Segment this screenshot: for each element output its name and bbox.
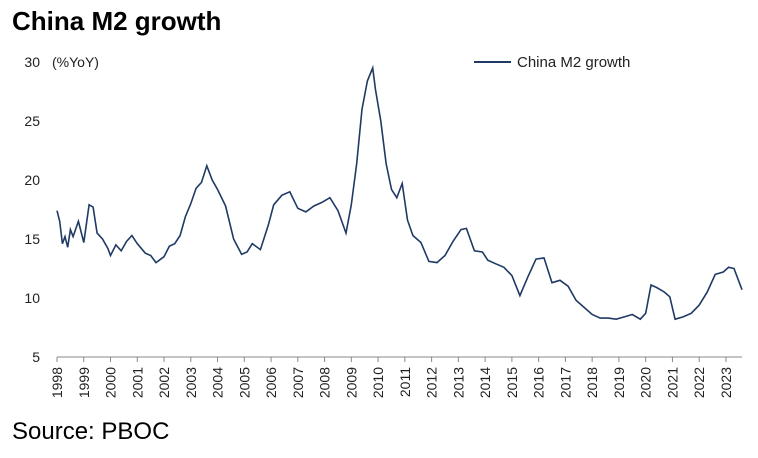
x-tick-label: 2014: [477, 367, 493, 398]
legend-label: China M2 growth: [517, 54, 630, 71]
legend: China M2 growth: [474, 54, 630, 71]
x-tick-label: 2000: [103, 367, 119, 398]
x-tick-label: 2015: [504, 367, 520, 398]
x-tick-label: 2011: [397, 367, 413, 397]
chart-title: China M2 growth: [12, 6, 222, 36]
y-tick-label: 5: [32, 349, 40, 365]
x-tick-label: 2007: [290, 367, 306, 398]
x-tick-label: 1999: [76, 367, 92, 398]
y-tick-label: 30: [24, 54, 40, 70]
x-tick-label: 2023: [718, 367, 734, 398]
source-note: Source: PBOC: [12, 418, 170, 445]
x-tick-label: 2010: [370, 367, 386, 398]
y-tick-label: 20: [24, 172, 40, 188]
series-line-china-m2-growth: [56, 64, 743, 321]
x-tick-label: 2022: [691, 367, 707, 398]
x-tick-label: 2018: [584, 367, 600, 398]
x-tick-label: 2008: [317, 367, 333, 398]
x-tick-label: 2019: [611, 367, 627, 398]
x-tick-label: 2002: [156, 367, 172, 398]
y-tick-label: 25: [24, 113, 40, 129]
x-tick-label: 2009: [343, 367, 359, 398]
x-tick-label: 2016: [531, 367, 547, 398]
x-tick-label: 2003: [183, 367, 199, 398]
x-tick-label: 2006: [263, 367, 279, 398]
x-tick-label: 2020: [638, 367, 654, 398]
x-tick-label: 2004: [210, 367, 226, 398]
x-tick-label: 2012: [424, 367, 440, 398]
y-axis-label: (%YoY): [52, 54, 99, 70]
x-tick-label: 2013: [450, 367, 466, 398]
y-tick-label: 10: [24, 290, 40, 306]
y-axis: 5 10 15 20 25 30: [24, 54, 40, 365]
x-tick-label: 1998: [49, 367, 65, 398]
x-tick-label: 2001: [129, 367, 145, 398]
x-tick-label: 2017: [557, 367, 573, 398]
y-tick-label: 15: [24, 231, 40, 247]
x-axis: 1998 1999 2000 2001 2002 2003 2004 2005 2006 2007…: [49, 356, 742, 398]
x-tick-label: 2005: [236, 367, 252, 398]
x-tick-label: 2021: [664, 367, 680, 398]
